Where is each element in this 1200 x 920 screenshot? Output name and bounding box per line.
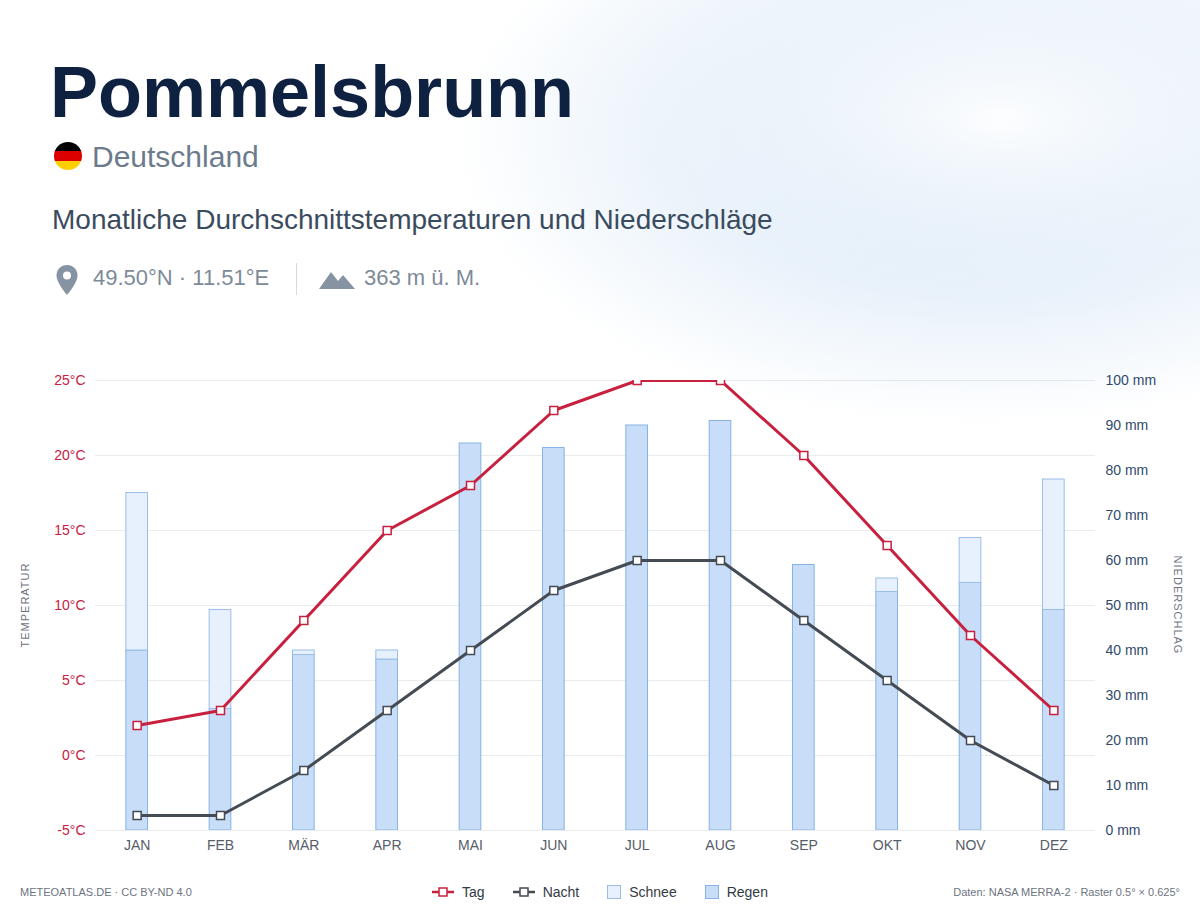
html-text:Schnee: Schnee: [629, 884, 677, 900]
svg-text:10 mm: 10 mm: [1106, 777, 1149, 793]
html-text:Deutschland: Deutschland: [92, 140, 259, 173]
svg-text:40 mm: 40 mm: [1106, 642, 1149, 658]
svg-text:JUL: JUL: [625, 837, 650, 853]
svg-text:25°C: 25°C: [54, 372, 85, 388]
svg-text:0 mm: 0 mm: [1106, 822, 1141, 838]
svg-text:OKT: OKT: [873, 837, 902, 853]
html-text:Nacht: Nacht: [542, 884, 580, 900]
html-text:Pommelsbrunn: Pommelsbrunn: [50, 52, 575, 132]
svg-text:JUN: JUN: [540, 837, 567, 853]
svg-text:MAI: MAI: [458, 837, 483, 853]
svg-text:10°C: 10°C: [54, 597, 85, 613]
html-text:TEMPERATUR: TEMPERATUR: [19, 562, 31, 648]
svg-text:90 mm: 90 mm: [1106, 417, 1149, 433]
svg-text:SEP: SEP: [790, 837, 818, 853]
svg-text:NOV: NOV: [955, 837, 986, 853]
svg-text:AUG: AUG: [705, 837, 735, 853]
html-text:Regen: Regen: [726, 884, 768, 900]
svg-text:FEB: FEB: [207, 837, 234, 853]
svg-text:70 mm: 70 mm: [1106, 507, 1149, 523]
svg-text:20°C: 20°C: [54, 447, 85, 463]
html-text:METEOATLAS.DE · CC BY-ND 4.0: METEOATLAS.DE · CC BY-ND 4.0: [20, 886, 192, 898]
svg-text:15°C: 15°C: [54, 522, 85, 538]
svg-text:5°C: 5°C: [62, 672, 86, 688]
svg-text:30 mm: 30 mm: [1106, 687, 1149, 703]
html-text:Daten: NASA MERRA-2 · Raster 0: Daten: NASA MERRA-2 · Raster 0.5° × 0.62…: [953, 886, 1180, 898]
html-text:Tag: Tag: [462, 884, 485, 900]
svg-text:50 mm: 50 mm: [1106, 597, 1149, 613]
svg-text:100 mm: 100 mm: [1106, 372, 1157, 388]
html-text:363 m ü. M.: 363 m ü. M.: [364, 265, 481, 290]
svg-text:-5°C: -5°C: [57, 822, 85, 838]
html-text:Monatliche Durchschnittstemper: Monatliche Durchschnittstemperaturen und…: [52, 204, 773, 235]
svg-text:DEZ: DEZ: [1040, 837, 1068, 853]
svg-text:60 mm: 60 mm: [1106, 552, 1149, 568]
svg-text:JAN: JAN: [124, 837, 150, 853]
svg-text:80 mm: 80 mm: [1106, 462, 1149, 478]
svg-text:MÄR: MÄR: [288, 837, 319, 853]
svg-text:0°C: 0°C: [62, 747, 86, 763]
svg-text:20 mm: 20 mm: [1106, 732, 1149, 748]
html-text:NIEDERSCHLAG: NIEDERSCHLAG: [1172, 555, 1184, 655]
html-text:49.50°N · 11.51°E: 49.50°N · 11.51°E: [93, 265, 270, 290]
svg-text:APR: APR: [373, 837, 402, 853]
